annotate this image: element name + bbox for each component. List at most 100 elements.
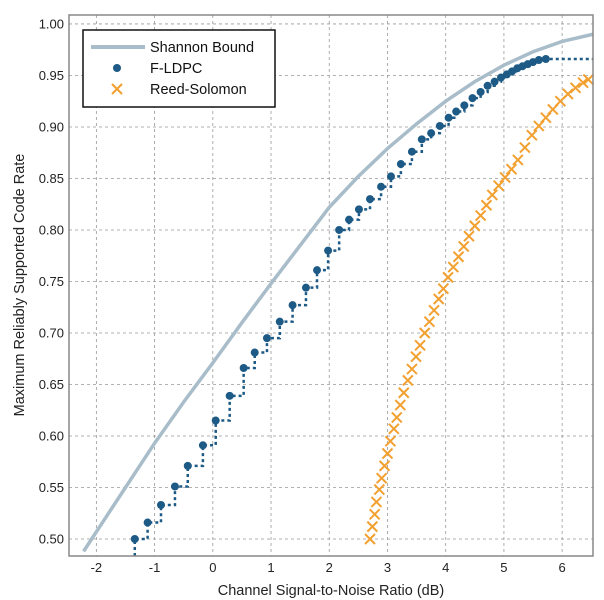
reed-solomon-point (463, 230, 475, 242)
reed-solomon-point (452, 251, 465, 263)
reed-solomon-point (384, 435, 397, 447)
y-tick-label: 0.75 (39, 274, 64, 289)
f-ldpc-point (354, 205, 363, 214)
reed-solomon-point (519, 141, 531, 154)
reed-solomon-point (394, 399, 406, 411)
y-axis-label: Maximum Reliably Supported Code Rate (12, 154, 28, 417)
reed-solomon-point (368, 508, 381, 520)
y-tick-label: 0.95 (39, 68, 64, 83)
reed-solomon-point (469, 220, 481, 232)
reed-solomon-point (375, 472, 388, 484)
f-ldpc-point (460, 101, 469, 110)
legend-swatch-fldpc (113, 64, 121, 72)
reed-solomon-point (433, 293, 445, 305)
x-tick-label: -2 (91, 560, 103, 575)
y-tick-label: 1.00 (39, 16, 64, 31)
x-tick-label: 1 (267, 560, 274, 575)
f-ldpc-point (417, 135, 426, 144)
y-tick-label: 0.65 (39, 377, 64, 392)
f-ldpc-point (198, 441, 207, 450)
reed-solomon-point (410, 350, 422, 363)
reed-solomon-point (366, 520, 379, 533)
f-ldpc-point (444, 113, 453, 122)
f-ldpc-point (250, 348, 259, 357)
f-ldpc-point (427, 129, 436, 138)
reed-solomon-point (423, 315, 436, 328)
y-tick-label: 0.60 (39, 428, 64, 443)
f-ldpc-point (468, 94, 477, 103)
x-tick-label: 6 (559, 560, 566, 575)
x-tick-label: 4 (442, 560, 449, 575)
reed-solomon-point (437, 282, 450, 295)
f-ldpc-point (275, 317, 284, 326)
y-tick-label: 0.90 (39, 119, 64, 134)
f-ldpc-point (301, 283, 310, 292)
x-tick-label: -1 (149, 560, 161, 575)
reed-solomon-point (577, 76, 589, 89)
f-ldpc-point (313, 266, 322, 275)
reed-solomon-point (406, 363, 418, 375)
legend-label-shannon: Shannon Bound (150, 40, 254, 56)
reed-solomon-point (428, 304, 440, 317)
f-ldpc-point (386, 172, 395, 181)
reed-solomon-point (381, 447, 394, 460)
shannon-bound-line (82, 32, 594, 553)
reed-solomon-point (373, 483, 386, 496)
reed-solomon-point (398, 387, 410, 399)
f-ldpc-point (335, 225, 344, 234)
f-ldpc-point (262, 334, 271, 343)
f-ldpc-point (211, 416, 220, 425)
f-ldpc-point (324, 246, 333, 255)
legend-swatch-reed-solomon (111, 83, 123, 95)
f-ldpc-point (345, 215, 354, 224)
f-ldpc-point (483, 81, 492, 90)
reed-solomon-point (499, 171, 511, 184)
reed-solomon-point (414, 339, 426, 352)
reed-solomon-point (378, 460, 391, 472)
f-ldpc-point (476, 87, 485, 96)
f-ldpc-point (183, 461, 192, 470)
x-tick-label: 2 (326, 560, 333, 575)
y-tick-label: 0.55 (39, 480, 64, 495)
reed-solomon-point (388, 423, 400, 435)
x-tick-label: 5 (500, 560, 507, 575)
f-ldpc-point (288, 301, 297, 310)
reed-solomon-point (480, 199, 493, 211)
x-tick-label: 0 (209, 560, 216, 575)
f-ldpc-point (407, 147, 416, 156)
plot-frame (68, 14, 594, 557)
reed-solomon-point (442, 271, 454, 284)
f-ldpc-point (239, 364, 248, 373)
f-ldpc-point (143, 518, 152, 527)
reed-solomon-point (505, 163, 518, 175)
series-layer (82, 32, 595, 556)
y-tick-label: 0.80 (39, 222, 64, 237)
reed-solomon-point (512, 154, 524, 166)
f-ldpc-point (170, 482, 179, 491)
x-tick-label: 3 (384, 560, 391, 575)
f-ldpc-point (490, 77, 499, 86)
reed-solomon-point (402, 374, 414, 387)
reed-solomon-point (419, 327, 431, 339)
f-ldpc-point (396, 160, 405, 169)
legend-label-fldpc: F-LDPC (150, 61, 202, 77)
reed-solomon-point (569, 82, 582, 94)
y-tick-label: 0.70 (39, 325, 64, 340)
f-ldpc-point (541, 54, 550, 63)
reed-solomon-point (486, 189, 498, 201)
f-ldpc-point (452, 107, 461, 116)
f-ldpc-point (377, 182, 386, 191)
reed-solomon-point (526, 129, 538, 141)
reed-solomon-point (474, 209, 487, 222)
f-ldpc-point (366, 195, 375, 204)
f-ldpc-point (534, 56, 543, 65)
x-axis-label: Channel Signal-to-Noise Ratio (dB) (218, 583, 444, 599)
reed-solomon-point (582, 73, 595, 86)
y-tick-label: 0.85 (39, 171, 64, 186)
f-ldpc-point (130, 535, 139, 544)
legend-label-reed-solomon: Reed-Solomon (150, 82, 247, 98)
reed-solomon-point (447, 261, 459, 273)
f-ldpc-point (156, 501, 165, 510)
f-ldpc-point (435, 121, 444, 130)
